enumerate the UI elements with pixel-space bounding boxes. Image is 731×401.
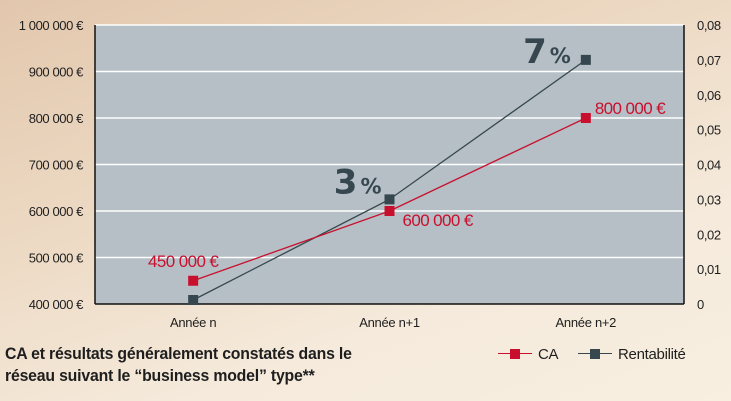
data-label-value: 800 000 € bbox=[595, 99, 666, 118]
y-left-tick-label: 900 000 € bbox=[29, 65, 84, 80]
legend-item-rentabilite: Rentabilité bbox=[578, 344, 686, 364]
data-label-unit: % bbox=[360, 174, 381, 198]
data-label-value: 3 bbox=[334, 162, 358, 202]
chart-title-line-1: CA et résultats généralement constatés d… bbox=[5, 344, 352, 363]
data-label-value: 600 000 € bbox=[403, 211, 474, 230]
y-right-tick-label: 0,06 bbox=[697, 88, 721, 103]
y-right-tick-label: 0 bbox=[697, 297, 704, 312]
y-right-tick-label: 0,01 bbox=[697, 262, 721, 277]
data-label-ca: 600 000 € bbox=[403, 211, 474, 230]
chart-title-line-2: réseau suivant le “business model” type*… bbox=[5, 366, 315, 385]
legend-label-rentabilite: Rentabilité bbox=[618, 345, 686, 363]
y-left-tick-label: 400 000 € bbox=[29, 297, 84, 312]
data-point-rentabilite bbox=[384, 194, 395, 205]
data-label-value: 7 bbox=[523, 32, 547, 72]
legend-swatch-rentabilite-icon bbox=[578, 344, 612, 364]
data-label-ca: 450 000 € bbox=[148, 252, 219, 271]
data-point-ca bbox=[188, 275, 199, 286]
y-left-tick-label: 500 000 € bbox=[29, 251, 84, 266]
y-right-tick-label: 0,08 bbox=[697, 18, 721, 33]
data-label-value: 450 000 € bbox=[148, 252, 219, 271]
data-label-rentabilite: 3% bbox=[334, 162, 382, 202]
data-label-unit: % bbox=[550, 44, 571, 68]
y-left-tick-label: 1 000 000 € bbox=[19, 18, 84, 33]
y-right-tick-label: 0,05 bbox=[697, 123, 721, 138]
legend-marker-rentabilite bbox=[590, 349, 600, 359]
y-right-tick-label: 0,03 bbox=[697, 192, 721, 207]
legend-label-ca: CA bbox=[538, 345, 559, 363]
data-point-ca bbox=[580, 113, 591, 123]
data-point-rentabilite bbox=[188, 295, 199, 305]
data-point-ca bbox=[384, 206, 395, 216]
chart-title: CA et résultats généralement constatés d… bbox=[5, 343, 352, 387]
x-tick-label: Année n+2 bbox=[556, 315, 617, 330]
y-right-tick-label: 0,07 bbox=[697, 53, 721, 68]
legend-item-ca: CA bbox=[498, 344, 559, 364]
y-left-tick-label: 600 000 € bbox=[29, 204, 84, 219]
y-left-tick-label: 700 000 € bbox=[29, 158, 84, 173]
legend-swatch-ca-icon bbox=[498, 344, 532, 364]
data-label-rentabilite: 7% bbox=[523, 32, 571, 72]
legend-marker-ca bbox=[510, 349, 520, 359]
y-right-tick-label: 0,04 bbox=[697, 158, 721, 173]
y-right-tick-label: 0,02 bbox=[697, 227, 721, 242]
data-label-ca: 800 000 € bbox=[595, 99, 666, 118]
data-point-rentabilite bbox=[580, 54, 591, 65]
x-tick-label: Année n bbox=[170, 315, 216, 330]
x-tick-label: Année n+1 bbox=[359, 315, 420, 330]
y-left-tick-label: 800 000 € bbox=[29, 111, 84, 126]
